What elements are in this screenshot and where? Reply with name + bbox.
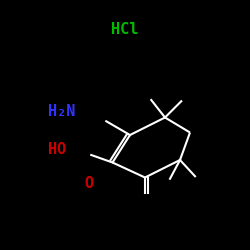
Text: HO: HO bbox=[48, 142, 66, 158]
Text: H₂N: H₂N bbox=[48, 104, 75, 119]
Text: O: O bbox=[84, 176, 93, 191]
Text: HCl: HCl bbox=[111, 22, 139, 38]
